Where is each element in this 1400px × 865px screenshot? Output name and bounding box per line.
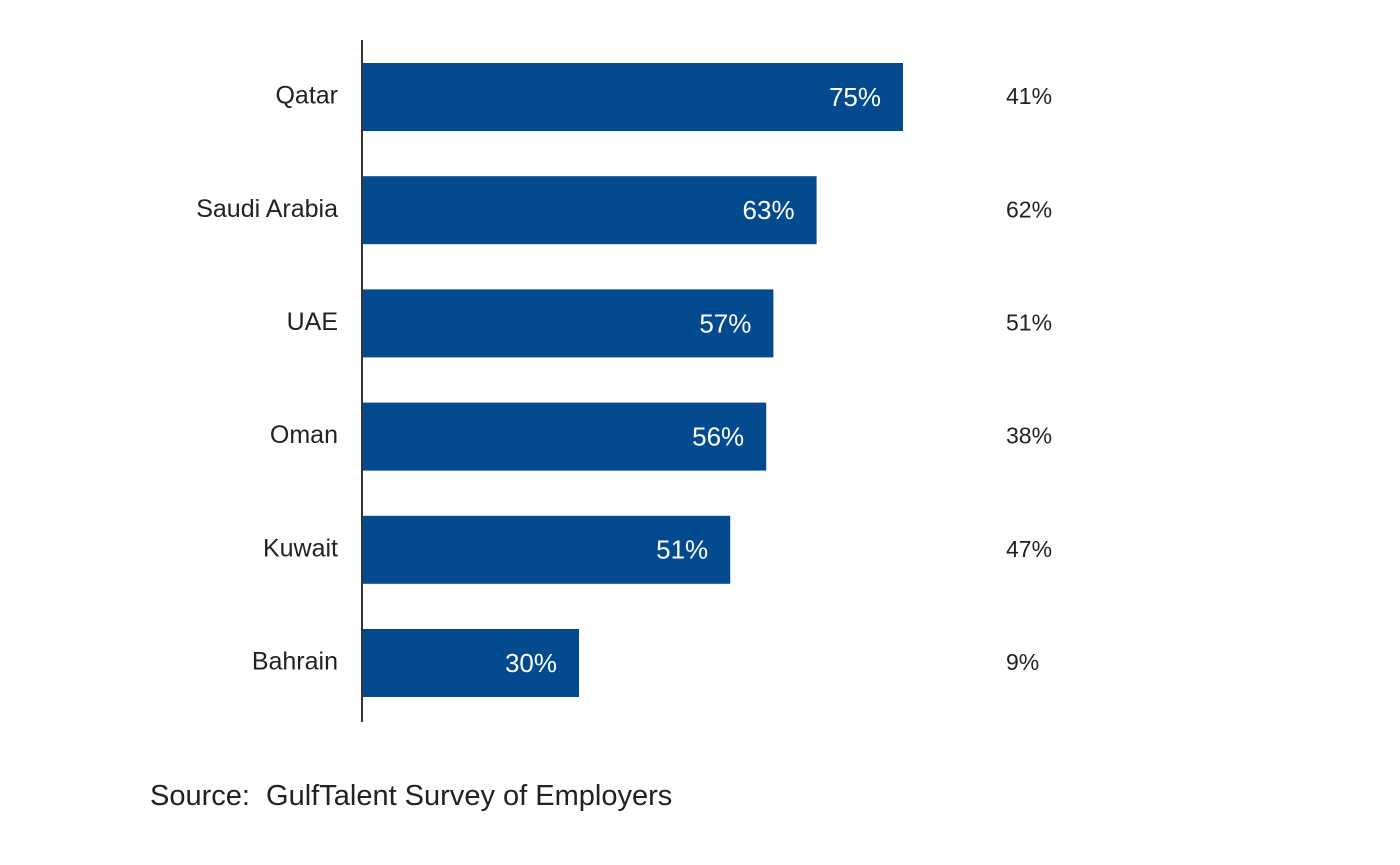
category-label-saudi-arabia: Saudi Arabia	[196, 195, 338, 223]
bar-uae	[363, 289, 774, 358]
category-label-uae: UAE	[287, 308, 338, 336]
bar-value-label-bahrain: 30%	[505, 648, 557, 678]
secondary-value-label-saudi-arabia: 62%	[1006, 196, 1052, 222]
secondary-value-label-bahrain: 9%	[1006, 649, 1039, 675]
bar-value-label-saudi-arabia: 63%	[743, 195, 795, 225]
bar-value-label-uae: 57%	[699, 308, 751, 338]
source-note: Source: GulfTalent Survey of Employers	[150, 780, 673, 812]
secondary-value-label-kuwait: 47%	[1006, 536, 1052, 562]
bar-kuwait	[363, 515, 731, 584]
bar-value-label-kuwait: 51%	[656, 535, 708, 565]
bar-saudi-arabia	[363, 176, 817, 245]
secondary-value-label-uae: 51%	[1006, 309, 1052, 335]
category-label-qatar: Qatar	[275, 82, 338, 110]
bar-value-label-qatar: 75%	[829, 82, 881, 112]
bar-oman	[363, 402, 767, 471]
bar-bahrain	[363, 629, 579, 697]
bars-layer: Qatar 75% 41% Saudi Arabia 63% 62% UAE 57% 51% Om…	[196, 63, 1052, 697]
category-label-oman: Oman	[270, 421, 338, 449]
category-label-kuwait: Kuwait	[263, 534, 338, 562]
category-label-bahrain: Bahrain	[252, 648, 338, 676]
secondary-value-label-oman: 38%	[1006, 423, 1052, 449]
bar-value-label-oman: 56%	[692, 421, 744, 451]
secondary-value-label-qatar: 41%	[1006, 83, 1052, 109]
bar-qatar	[363, 63, 903, 131]
